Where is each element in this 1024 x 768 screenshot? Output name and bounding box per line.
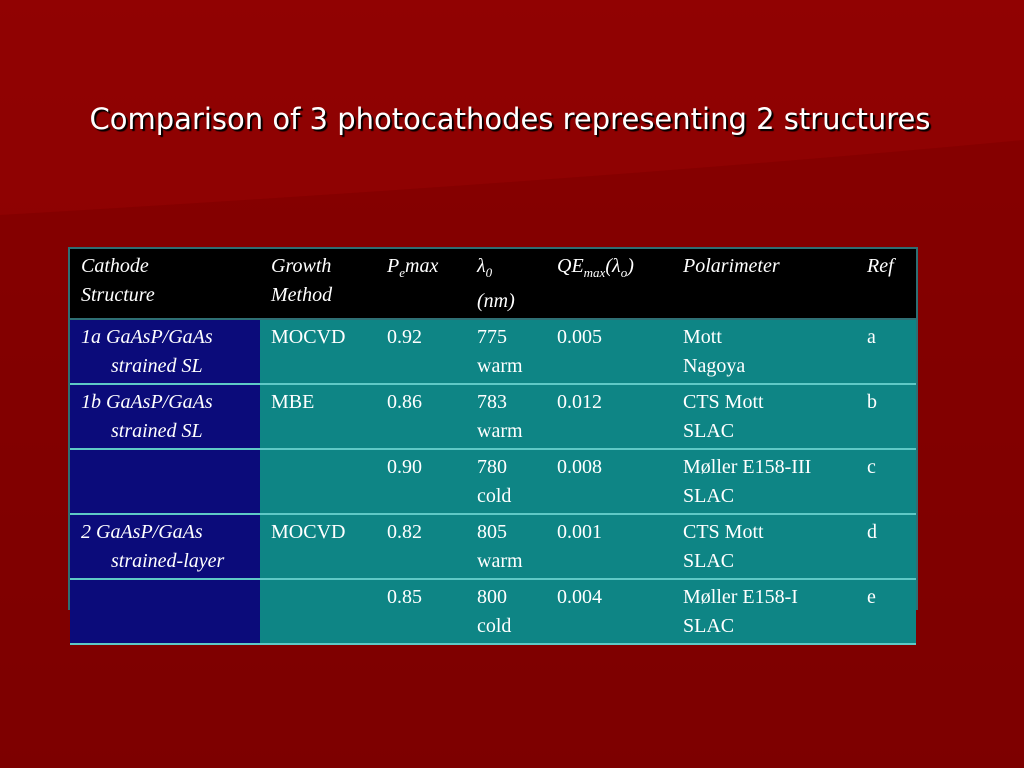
comparison-table: Cathode Structure Growth Method Pemax λ0… [68,247,918,645]
cell-cathode: 1b GaAsP/GaAs strained SL [70,384,260,450]
cell-polarimeter: CTS Mott SLAC [672,384,856,450]
cell-pe: 0.92 [376,319,466,385]
cell-pe: 0.85 [376,579,466,645]
table-row: 1a GaAsP/GaAs strained SL MOCVD 0.92 775 w… [70,319,916,385]
cell-pe: 0.82 [376,514,466,580]
header-cathode-structure: Cathode Structure [70,249,260,320]
header-growth-method: Growth Method [260,249,376,320]
cell-qe: 0.001 [546,514,672,580]
cell-qe: 0.004 [546,579,672,645]
cell-growth [260,449,376,515]
cell-polarimeter: CTS Mott SLAC [672,514,856,580]
cell-cathode: 1a GaAsP/GaAs strained SL [70,319,260,385]
cell-ref: a [856,319,916,385]
cell-pe: 0.90 [376,449,466,515]
cell-lambda: 783 warm [466,384,546,450]
cell-growth: MOCVD [260,514,376,580]
cell-lambda: 775 warm [466,319,546,385]
header-polarimeter: Polarimeter [672,249,856,320]
table-row: 2 GaAsP/GaAs strained-layer MOCVD 0.82 80… [70,514,916,580]
cell-polarimeter: Møller E158-III SLAC [672,449,856,515]
cell-lambda: 780 cold [466,449,546,515]
cell-growth: MBE [260,384,376,450]
cell-growth [260,579,376,645]
cell-ref: b [856,384,916,450]
header-lambda: λ0 (nm) [466,249,546,320]
cell-polarimeter: Møller E158-I SLAC [672,579,856,645]
cell-cathode: 2 GaAsP/GaAs strained-layer [70,514,260,580]
table-row: 1b GaAsP/GaAs strained SL MBE 0.86 783 war… [70,384,916,450]
cell-cathode [70,449,260,515]
cell-ref: d [856,514,916,580]
cell-growth: MOCVD [260,319,376,385]
cell-lambda: 800 cold [466,579,546,645]
cell-pe: 0.86 [376,384,466,450]
header-pe-max: Pemax [376,249,466,320]
table-row: 0.90 780 cold 0.008 Møller E158-III SLAC c [70,449,916,515]
table-header-row: Cathode Structure Growth Method Pemax λ0… [70,249,916,320]
cell-qe: 0.012 [546,384,672,450]
cell-ref: c [856,449,916,515]
slide-title: Comparison of 3 photocathodes representi… [89,102,931,136]
cell-lambda: 805 warm [466,514,546,580]
cell-cathode [70,579,260,645]
header-qe-max: QEmax(λo) [546,249,672,320]
cell-ref: e [856,579,916,645]
cell-polarimeter: Mott Nagoya [672,319,856,385]
table-row: 0.85 800 cold 0.004 Møller E158-I SLAC e [70,579,916,645]
cell-qe: 0.005 [546,319,672,385]
cell-qe: 0.008 [546,449,672,515]
header-ref: Ref [856,249,916,320]
